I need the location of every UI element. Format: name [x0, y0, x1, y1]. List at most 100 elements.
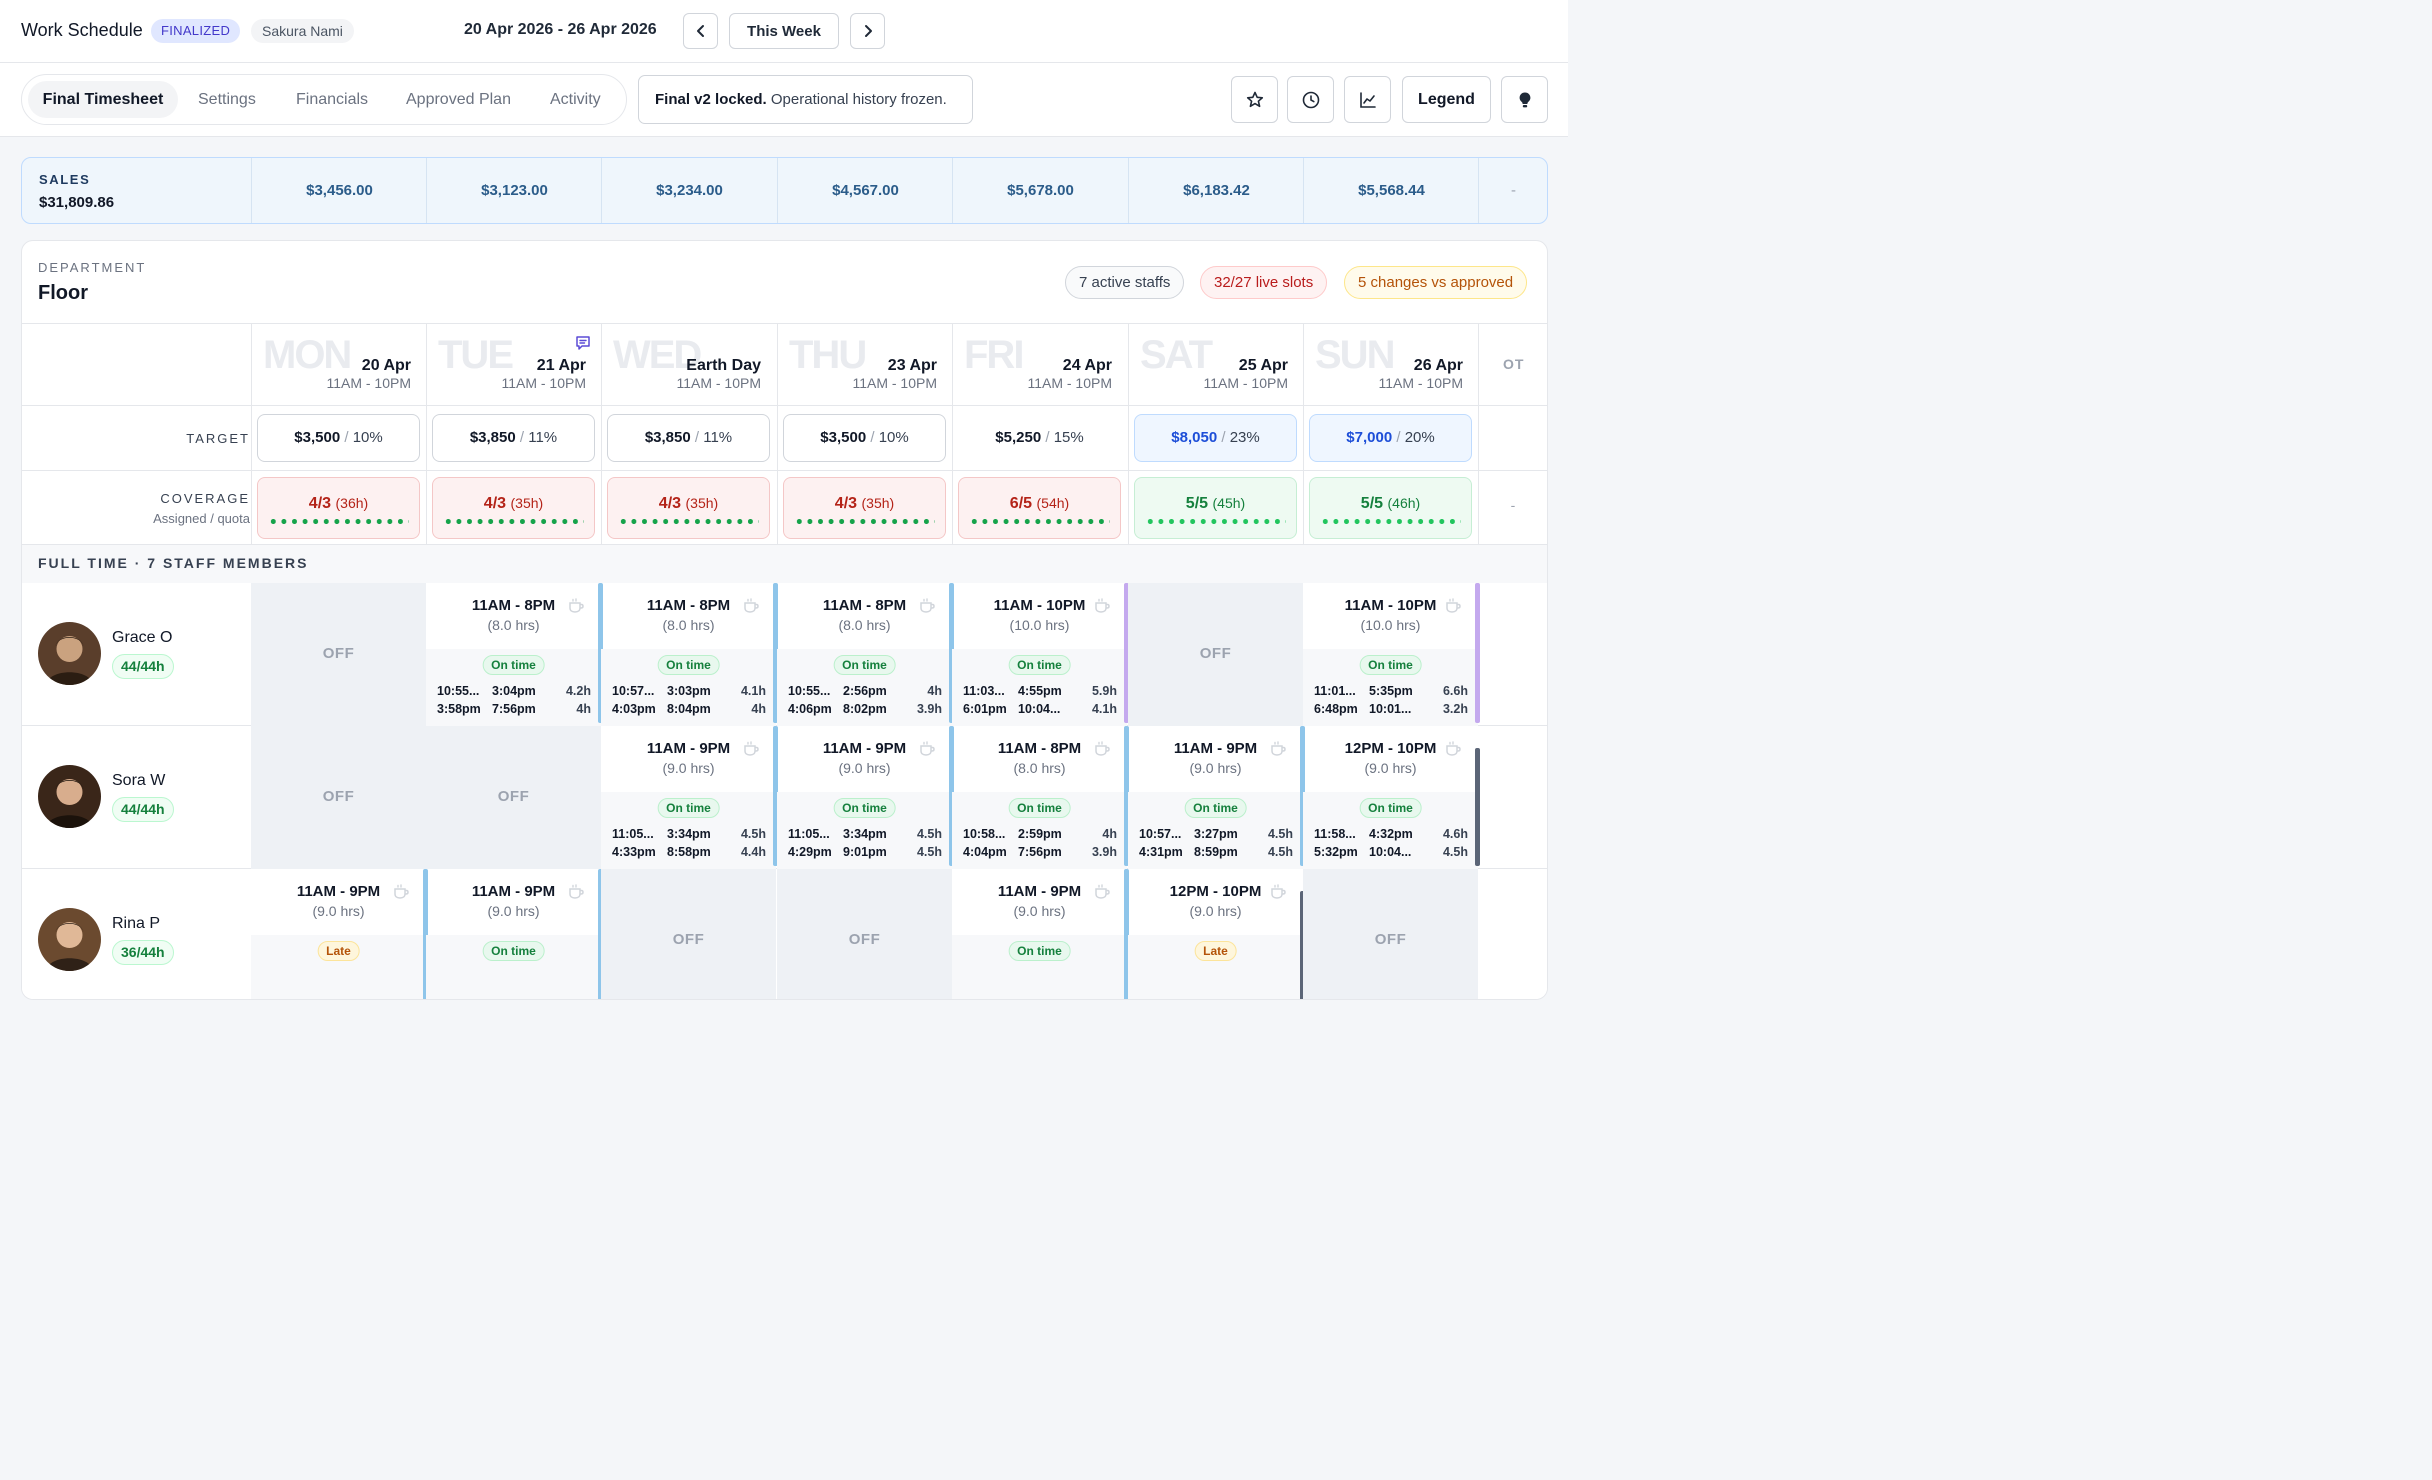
legend-button[interactable]: Legend — [1402, 76, 1491, 123]
shift-cell[interactable]: 11AM - 8PM (8.0 hrs) On time 10:58... 2:59pm… — [952, 726, 1127, 869]
favorite-button[interactable] — [1231, 76, 1278, 123]
coverage-sat[interactable]: 5/5 (45h) — [1134, 477, 1297, 539]
staff-name[interactable]: Sora W — [112, 772, 166, 789]
coverage-sun[interactable]: 5/5 (46h) — [1309, 477, 1472, 539]
shift-status-stripe — [423, 869, 428, 999]
break-cup-icon[interactable] — [1444, 740, 1462, 758]
tips-button[interactable] — [1501, 76, 1548, 123]
divider — [426, 323, 427, 545]
shift-cell[interactable]: 11AM - 9PM (9.0 hrs) On time 11:05... 3:34pm… — [601, 726, 776, 869]
tab-financials[interactable]: Financials — [296, 91, 369, 108]
target-amount: $3,850 — [469, 429, 516, 446]
history-button[interactable] — [1287, 76, 1334, 123]
punch-details: On time — [426, 935, 601, 999]
shift-cell-off[interactable]: OFF — [251, 726, 426, 869]
punch-details: On time 11:05... 3:34pm 4.5h 4:33pm 8:58pm 4.4… — [601, 792, 776, 869]
target-fri[interactable]: $5,250 / 15% — [958, 414, 1121, 462]
coverage-value: 4/3 (35h) — [784, 495, 945, 513]
coverage-mon[interactable]: 4/3 (36h) — [257, 477, 420, 539]
punch-in: 11:03... — [963, 684, 1005, 698]
target-sun[interactable]: $7,000 / 20% — [1309, 414, 1472, 462]
break-cup-icon[interactable] — [1093, 883, 1111, 901]
break-cup-icon[interactable] — [742, 740, 760, 758]
shift-cell[interactable]: 12PM - 10PM (9.0 hrs) Late — [1128, 869, 1303, 999]
break-cup-icon[interactable] — [742, 597, 760, 615]
target-sat[interactable]: $8,050 / 23% — [1134, 414, 1297, 462]
day-hours-tue: 11AM - 10PM — [501, 375, 586, 391]
avatar[interactable] — [38, 622, 101, 685]
punch-out: 7:56pm — [492, 702, 536, 716]
lock-message: Final v2 locked. Operational history fro… — [638, 75, 973, 124]
shift-cell[interactable]: 11AM - 8PM (8.0 hrs) On time 10:55... 3:04pm… — [426, 583, 601, 726]
prev-week-button[interactable] — [683, 13, 718, 49]
shift-cell-off[interactable]: OFF — [1128, 583, 1303, 726]
punch-in: 3:58pm — [437, 702, 481, 716]
punch-in: 4:33pm — [612, 845, 656, 859]
break-cup-icon[interactable] — [1093, 597, 1111, 615]
break-cup-icon[interactable] — [918, 597, 936, 615]
shift-cell[interactable]: 11AM - 9PM (9.0 hrs) Late — [251, 869, 426, 999]
break-cup-icon[interactable] — [1269, 883, 1287, 901]
changes-pill[interactable]: 5 changes vs approved — [1344, 266, 1528, 299]
tab-row: Final Timesheet Settings Financials Appr… — [0, 63, 1568, 137]
target-amount: $3,500 — [294, 429, 341, 446]
shift-duration: (9.0 hrs) — [838, 760, 891, 776]
target-wed[interactable]: $3,850 / 11% — [607, 414, 770, 462]
break-cup-icon[interactable] — [567, 597, 585, 615]
tab-approved-plan[interactable]: Approved Plan — [406, 91, 511, 108]
shift-cell[interactable]: 11AM - 9PM (9.0 hrs) On time 11:05... 3:34pm… — [777, 726, 952, 869]
break-cup-icon[interactable] — [918, 740, 936, 758]
tab-settings[interactable]: Settings — [198, 91, 256, 108]
shift-cell[interactable]: 11AM - 8PM (8.0 hrs) On time 10:55... 2:56pm… — [777, 583, 952, 726]
this-week-button[interactable]: This Week — [729, 13, 839, 49]
shift-cell[interactable]: 11AM - 10PM (10.0 hrs) On time 11:03... 4:55… — [952, 583, 1127, 726]
break-cup-icon[interactable] — [1444, 597, 1462, 615]
avatar[interactable] — [38, 908, 101, 971]
punch-out: 10:01... — [1369, 702, 1412, 716]
shift-cell[interactable]: 11AM - 10PM (10.0 hrs) On time 11:01... 5:35… — [1303, 583, 1478, 726]
coverage-value: 4/3 (35h) — [608, 495, 769, 513]
target-mon[interactable]: $3,500 / 10% — [257, 414, 420, 462]
live-slots-pill[interactable]: 32/27 live slots — [1200, 266, 1328, 299]
target-thu[interactable]: $3,500 / 10% — [783, 414, 946, 462]
shift-cell-off[interactable]: OFF — [251, 583, 426, 726]
active-staff-pill[interactable]: 7 active staffs — [1065, 266, 1185, 299]
day-date-fri: 24 Apr — [1062, 357, 1112, 374]
coverage-hours: (46h) — [1387, 495, 1421, 511]
coverage-tue[interactable]: 4/3 (35h) — [432, 477, 595, 539]
target-separator: / — [690, 429, 704, 446]
day-date-wed: Earth Day — [686, 357, 761, 374]
shift-cell[interactable]: 12PM - 10PM (9.0 hrs) On time 11:58... 4:32p… — [1303, 726, 1478, 869]
shift-cell-off[interactable]: OFF — [1303, 869, 1478, 999]
next-week-button[interactable] — [850, 13, 885, 49]
shift-status-stripe — [1475, 583, 1480, 723]
coverage-wed[interactable]: 4/3 (35h) — [607, 477, 770, 539]
coverage-ratio: 4/3 — [308, 495, 332, 512]
avatar[interactable] — [38, 765, 101, 828]
shift-cell-off[interactable]: OFF — [601, 869, 776, 999]
break-cup-icon[interactable] — [567, 883, 585, 901]
shift-cell[interactable]: 11AM - 9PM (9.0 hrs) On time 10:57... 3:27pm… — [1128, 726, 1303, 869]
user-chip[interactable]: Sakura Nami — [251, 19, 354, 43]
target-tue[interactable]: $3,850 / 11% — [432, 414, 595, 462]
break-cup-icon[interactable] — [1269, 740, 1287, 758]
staff-name[interactable]: Grace O — [112, 629, 173, 646]
comment-icon[interactable] — [574, 334, 592, 352]
shift-cell[interactable]: 11AM - 8PM (8.0 hrs) On time 10:57... 3:03pm… — [601, 583, 776, 726]
coverage-thu[interactable]: 4/3 (35h) — [783, 477, 946, 539]
target-percent: 10% — [352, 429, 383, 446]
attendance-status-badge: Late — [1194, 941, 1237, 961]
punch-in: 10:57... — [1139, 827, 1182, 841]
coverage-fri[interactable]: 6/5 (54h) — [958, 477, 1121, 539]
shift-cell-off[interactable]: OFF — [777, 869, 952, 999]
shift-cell-off[interactable]: OFF — [426, 726, 601, 869]
tab-activity[interactable]: Activity — [550, 91, 601, 108]
punch-out: 8:02pm — [843, 702, 887, 716]
shift-cell[interactable]: 11AM - 9PM (9.0 hrs) On time — [426, 869, 601, 999]
staff-name[interactable]: Rina P — [112, 915, 161, 932]
tab-final-timesheet[interactable]: Final Timesheet — [28, 81, 178, 118]
analytics-button[interactable] — [1344, 76, 1391, 123]
break-cup-icon[interactable] — [1093, 740, 1111, 758]
break-cup-icon[interactable] — [392, 883, 410, 901]
shift-cell[interactable]: 11AM - 9PM (9.0 hrs) On time — [952, 869, 1127, 999]
